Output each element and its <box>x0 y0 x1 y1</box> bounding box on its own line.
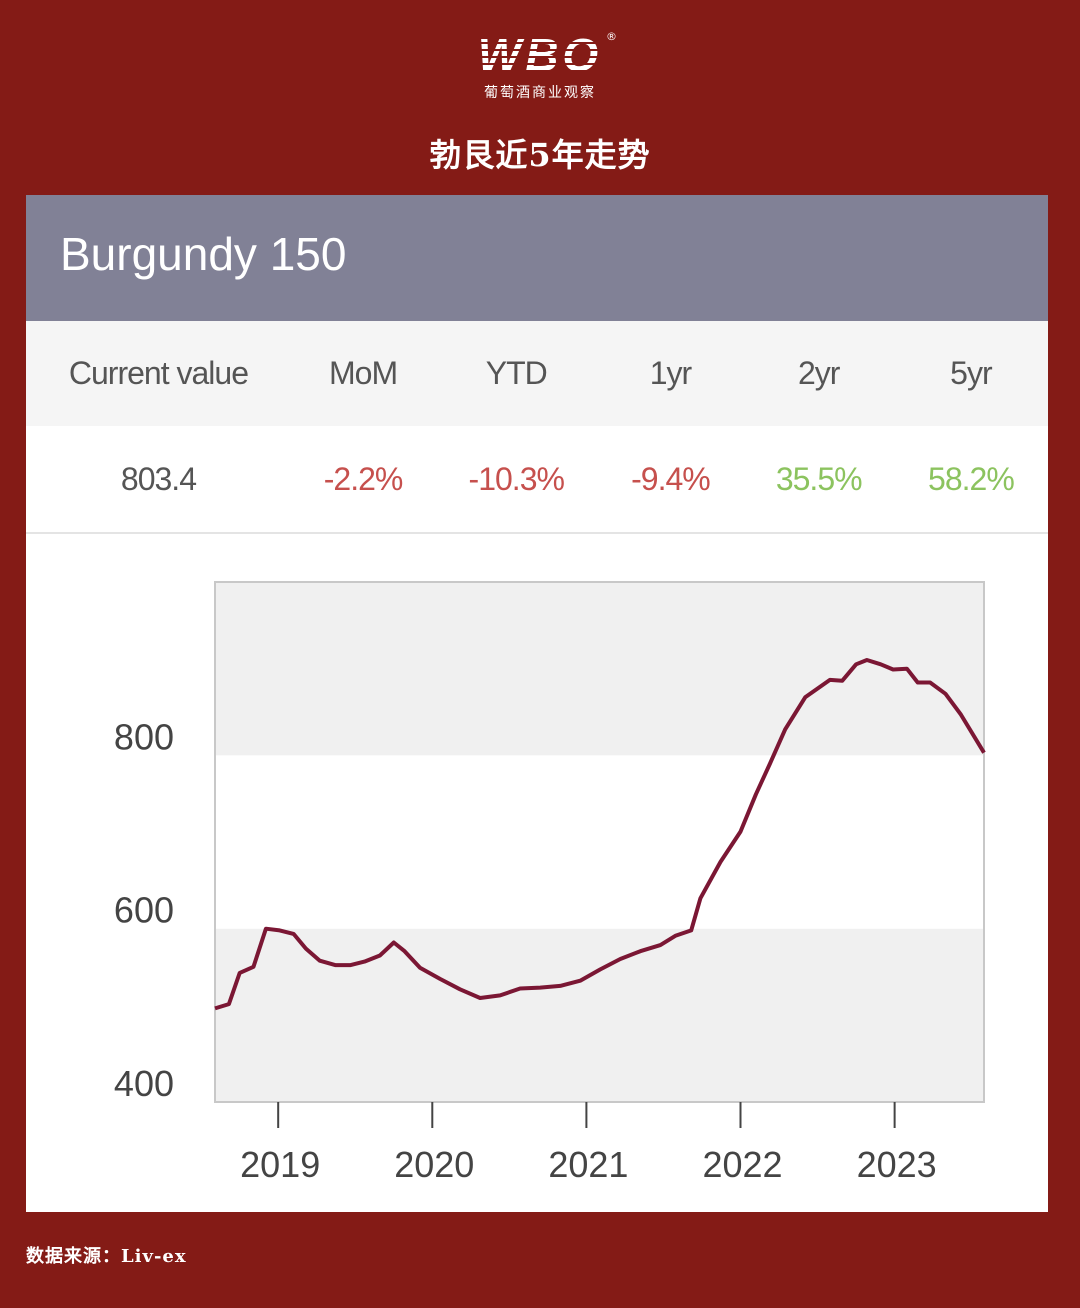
x-tick-label: 2020 <box>394 1144 474 1185</box>
header-current-value: Current value <box>68 355 249 391</box>
series-line <box>214 658 986 1011</box>
stats-value-row: 803.4 -2.2% -10.3% -9.4% 35.5% 58.2% <box>26 426 1048 534</box>
data-source: 数据来源：Liv-ex <box>26 1246 187 1267</box>
value-mom: -2.2% <box>323 460 404 497</box>
header-1yr: 1yr <box>649 355 692 391</box>
registered-mark: ® <box>606 30 617 43</box>
x-tick-label: 2023 <box>857 1144 937 1185</box>
page-title: 勃艮近5年走势 <box>429 136 651 174</box>
wbo-logo: WBO ® 葡萄酒商业观察 <box>0 30 1080 102</box>
header-ytd: YTD <box>485 355 548 391</box>
plot-frame <box>214 581 985 1103</box>
grid-band <box>215 582 984 756</box>
value-5yr: 58.2% <box>928 460 1015 497</box>
grid-band <box>215 755 984 929</box>
y-tick-label: 400 <box>114 1063 174 1104</box>
card-title: Burgundy 150 <box>26 195 1048 321</box>
y-tick-label: 800 <box>114 716 174 757</box>
header-2yr: 2yr <box>797 355 840 391</box>
value-ytd: -10.3% <box>468 460 565 497</box>
x-tick-label: 2019 <box>240 1144 320 1185</box>
logo-mark: WBO <box>0 30 1080 80</box>
x-tick-label: 2021 <box>548 1144 628 1185</box>
value-2yr: 35.5% <box>775 460 863 497</box>
stats-header-row: Current value MoM YTD 1yr 2yr 5yr <box>26 321 1048 426</box>
x-tick-label: 2022 <box>702 1144 782 1185</box>
header-mom: MoM <box>328 355 398 391</box>
y-tick-label: 600 <box>114 890 174 931</box>
value-current: 803.4 <box>120 460 197 497</box>
grid-band <box>215 928 984 1102</box>
value-1yr: -9.4% <box>631 460 711 497</box>
logo-subtitle: 葡萄酒商业观察 <box>484 85 596 101</box>
header-5yr: 5yr <box>950 355 992 391</box>
